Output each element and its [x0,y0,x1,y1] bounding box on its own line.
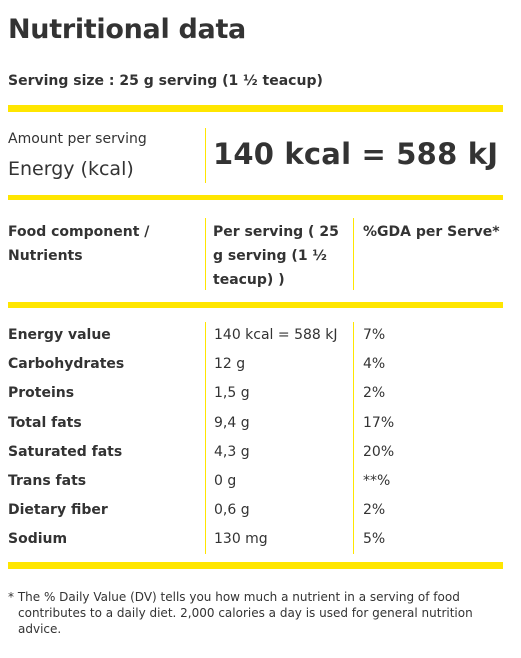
table-row: Energy value 140 kcal = 588 kJ 7% [0,324,521,353]
table-row: Trans fats 0 g **% [0,470,521,499]
nutrient-table: Energy value 140 kcal = 588 kJ 7% Carboh… [0,324,521,558]
energy-label: Energy (kcal) [8,158,134,180]
footnote: * The % Daily Value (DV) tells you how m… [8,590,473,636]
nutrient-name: Proteins [8,385,75,402]
per-serving-value: 9,4 g [214,414,250,431]
gda-value: 2% [363,385,386,402]
column-divider [205,218,206,290]
per-serving-value: 0,6 g [214,502,250,519]
per-serving-value: 1,5 g [214,385,250,402]
nutrient-name: Energy value [8,327,111,343]
nutrient-name: Sodium [8,531,68,548]
table-row: Dietary fiber 0,6 g 2% [0,499,521,528]
header-per-serving: Per serving ( 25 g serving (1 ½ teacup) … [213,224,339,288]
gda-value: 4% [363,356,386,373]
gda-value: 7% [363,327,386,343]
gda-value: 20% [363,443,395,460]
column-divider [353,218,354,290]
table-row: Saturated fats 4,3 g 20% [0,441,521,470]
gda-value: 5% [363,531,386,548]
gda-value: 17% [363,414,395,431]
divider-bar [8,195,503,200]
per-serving-value: 4,3 g [214,443,250,460]
nutrient-name: Carbohydrates [8,356,125,373]
per-serving-value: 130 mg [214,531,268,548]
table-row: Carbohydrates 12 g 4% [0,353,521,382]
table-row: Total fats 9,4 g 17% [0,412,521,441]
table-row: Proteins 1,5 g 2% [0,382,521,411]
amount-per-serving-label: Amount per serving [8,131,147,147]
gda-value: **% [363,472,391,489]
divider-bar [8,562,503,569]
nutrient-name: Trans fats [8,472,87,489]
energy-value: 140 kcal = 588 kJ [213,137,499,171]
per-serving-value: 12 g [214,356,246,373]
nutrient-name: Total fats [8,414,82,431]
page-title: Nutritional data [8,14,246,45]
column-divider [205,322,206,554]
serving-size: Serving size : 25 g serving (1 ½ teacup) [8,73,323,89]
divider-bar [8,302,503,308]
table-row: Sodium 130 mg 5% [0,528,521,557]
gda-value: 2% [363,502,386,519]
column-divider [205,128,206,183]
per-serving-value: 0 g [214,472,237,489]
per-serving-value: 140 kcal = 588 kJ [214,327,338,343]
divider-bar [8,105,503,112]
column-divider [353,322,354,554]
nutrient-name: Dietary fiber [8,502,108,519]
nutrient-name: Saturated fats [8,443,123,460]
header-gda: %GDA per Serve* [363,224,500,240]
header-food-component: Food component / Nutrients [8,224,150,264]
